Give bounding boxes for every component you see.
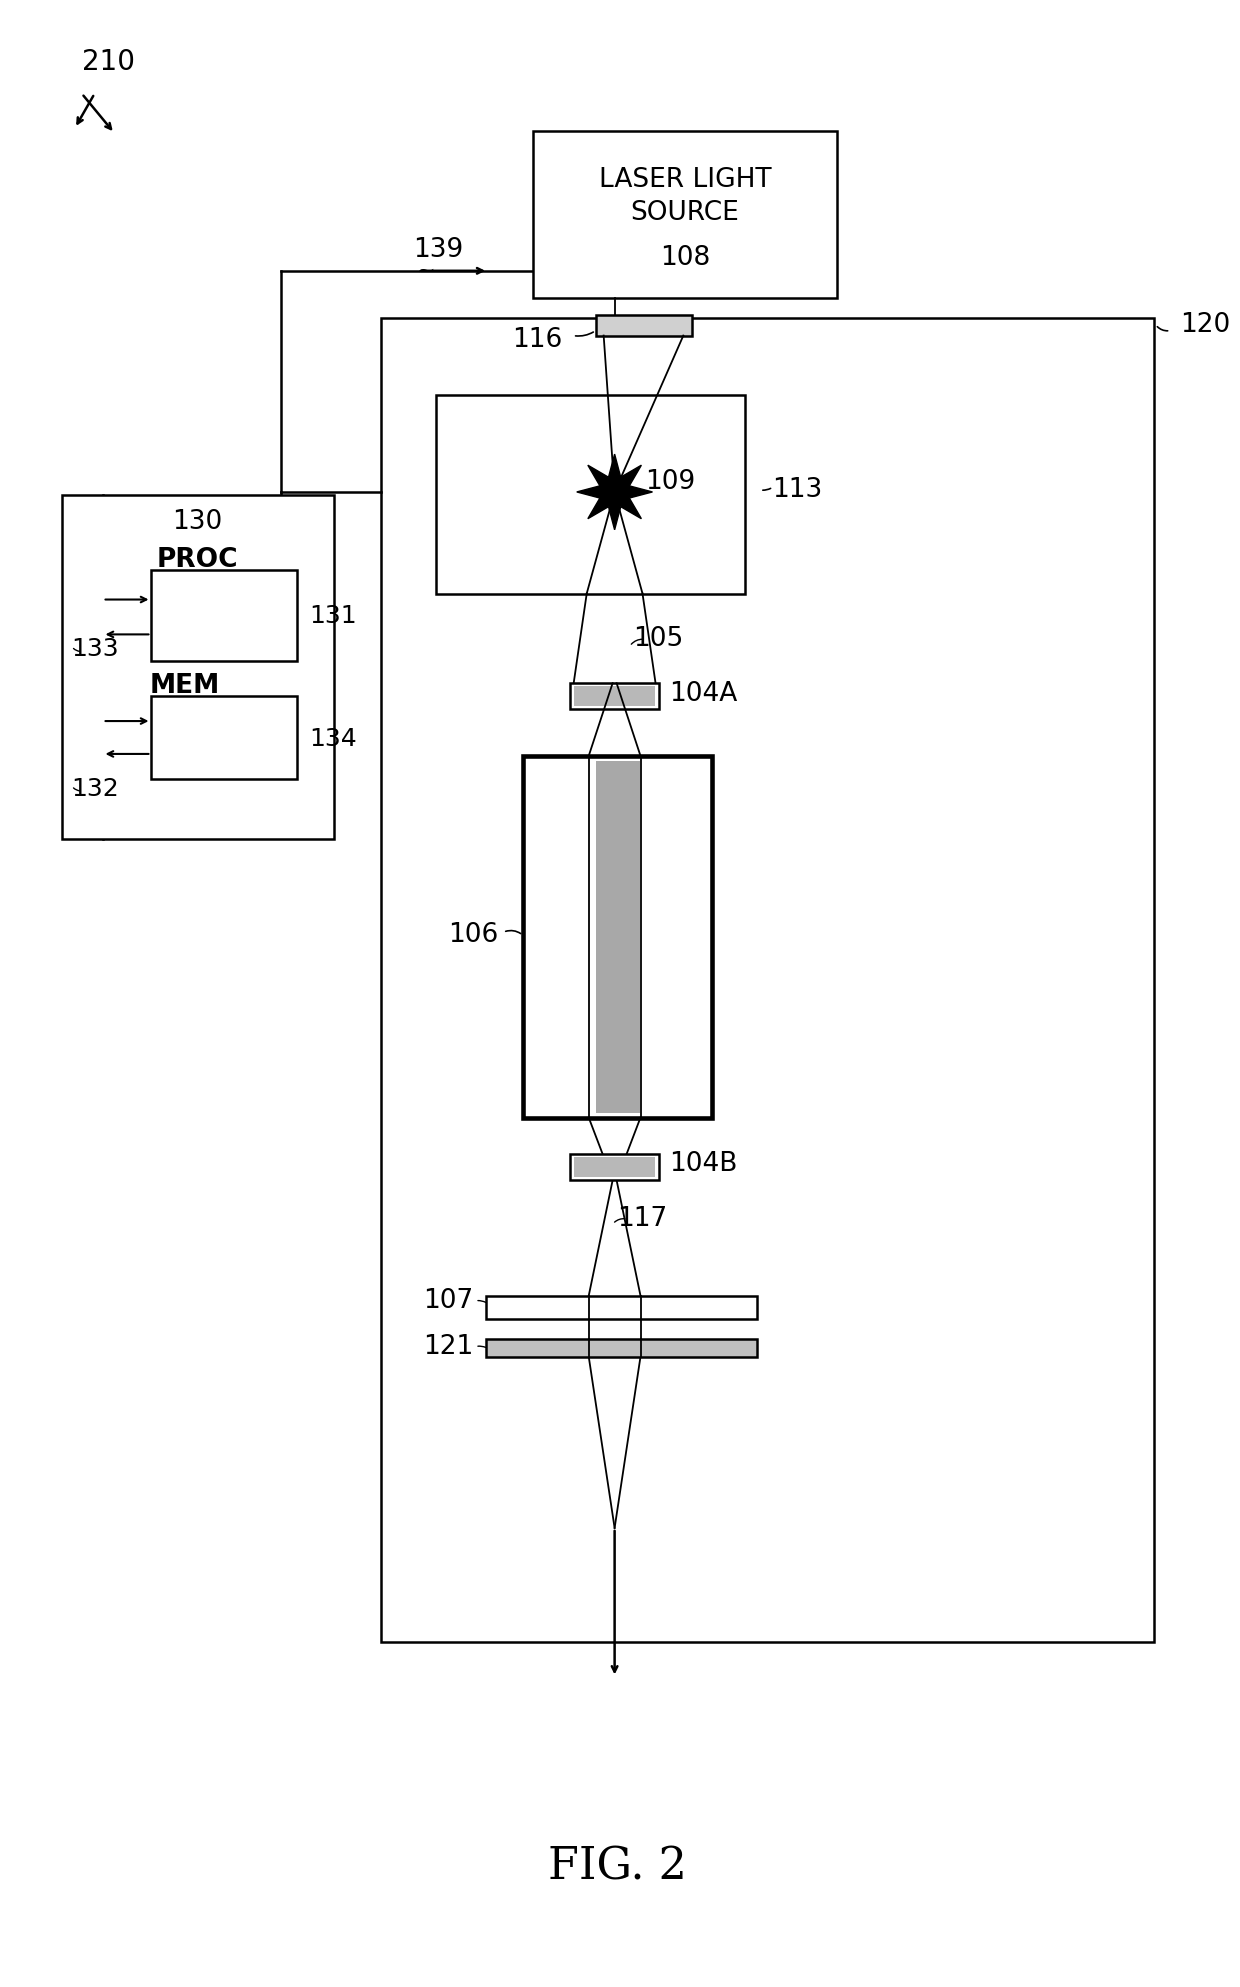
Bar [570, 1154, 660, 1180]
Bar [436, 395, 745, 594]
Bar [151, 570, 296, 662]
Text: 104A: 104A [670, 682, 738, 707]
Bar [62, 495, 334, 839]
Text: 106: 106 [448, 922, 498, 948]
Text: MEM: MEM [149, 674, 219, 699]
Bar [151, 695, 296, 779]
Bar [381, 318, 1153, 1643]
Text: 107: 107 [423, 1288, 474, 1313]
Text: 133: 133 [72, 638, 119, 662]
Text: 210: 210 [82, 48, 135, 76]
Text: 116: 116 [512, 326, 563, 352]
Text: SOURCE: SOURCE [630, 201, 739, 227]
Text: 120: 120 [1180, 312, 1230, 338]
Text: 104B: 104B [670, 1150, 738, 1178]
Text: FIG. 2: FIG. 2 [548, 1846, 687, 1888]
Bar [574, 1156, 656, 1176]
Bar [486, 1296, 758, 1319]
Text: 109: 109 [646, 469, 696, 495]
Text: 108: 108 [660, 244, 711, 270]
Bar [595, 314, 692, 336]
Text: 130: 130 [172, 509, 222, 535]
Text: 134: 134 [309, 727, 357, 751]
Text: LASER LIGHT: LASER LIGHT [599, 167, 771, 193]
Text: 113: 113 [773, 477, 822, 503]
Bar [570, 684, 660, 709]
Bar [486, 1339, 758, 1357]
Text: 132: 132 [72, 777, 119, 801]
Text: 139: 139 [413, 236, 464, 262]
Text: 105: 105 [634, 626, 683, 652]
Text: PROC: PROC [156, 546, 238, 572]
Text: 131: 131 [309, 604, 356, 628]
Polygon shape [577, 455, 652, 531]
Text: ~: ~ [417, 260, 435, 280]
Bar [574, 686, 656, 705]
Text: 117: 117 [618, 1206, 668, 1232]
Bar [533, 131, 837, 298]
Bar [595, 761, 640, 1113]
Text: 121: 121 [423, 1333, 474, 1359]
Bar [523, 755, 712, 1117]
